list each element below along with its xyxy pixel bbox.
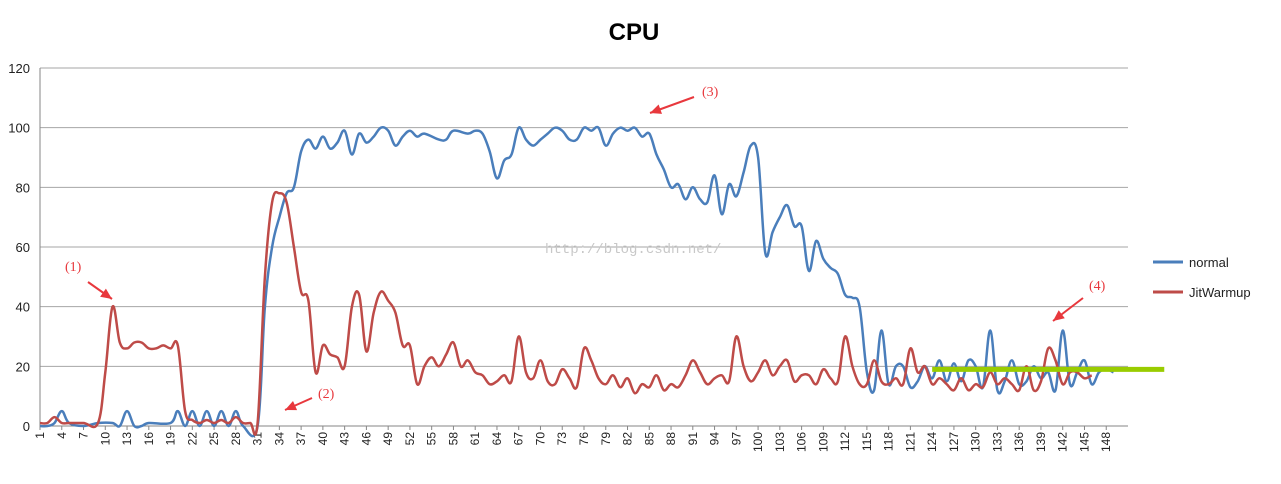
- x-tick-label: 49: [381, 432, 395, 446]
- legend-label-normal: normal: [1189, 255, 1229, 270]
- x-tick-label: 100: [751, 432, 765, 452]
- x-tick-label: 19: [164, 432, 178, 446]
- annotation-arrowhead: [100, 288, 112, 299]
- x-tick-label: 97: [729, 432, 743, 446]
- x-tick-label: 67: [512, 432, 526, 446]
- y-tick-label: 100: [8, 121, 30, 136]
- annotation-label: (1): [65, 260, 82, 275]
- series-line-jitwarmup: [39, 190, 1093, 436]
- x-tick-label: 22: [185, 432, 199, 446]
- x-tick-label: 124: [925, 432, 939, 452]
- x-tick-label: 13: [120, 432, 134, 446]
- x-tick-label: 112: [838, 432, 852, 451]
- x-tick-label: 43: [338, 432, 352, 446]
- y-tick-label: 60: [16, 240, 30, 255]
- x-tick-label: 106: [795, 432, 809, 452]
- annotation-arrowhead: [1053, 310, 1065, 321]
- annotation-arrowhead: [285, 401, 298, 411]
- x-tick-label: 52: [403, 432, 417, 446]
- x-tick-label: 79: [599, 432, 613, 446]
- chart-title: CPU: [609, 19, 660, 46]
- x-tick-label: 37: [294, 432, 308, 446]
- x-tick-label: 127: [947, 432, 961, 452]
- x-tick-label: 133: [990, 432, 1004, 452]
- x-tick-label: 82: [621, 432, 635, 446]
- x-tick-label: 121: [903, 432, 917, 452]
- series-lines: [39, 125, 1115, 438]
- x-tick-label: 64: [490, 432, 504, 446]
- x-tick-label: 130: [969, 432, 983, 452]
- x-tick-label: 148: [1099, 432, 1113, 452]
- x-tick-label: 91: [686, 432, 700, 446]
- x-tick-label: 94: [708, 432, 722, 446]
- x-tick-label: 28: [229, 432, 243, 446]
- x-tick-label: 55: [425, 432, 439, 446]
- x-tick-label: 85: [642, 432, 656, 446]
- x-tick-label: 142: [1056, 432, 1070, 452]
- x-tick-label: 46: [359, 432, 373, 446]
- series-line-normal: [39, 125, 1115, 438]
- x-tick-label: 4: [55, 432, 69, 439]
- x-tick-label: 16: [142, 432, 156, 446]
- x-tick-label: 58: [446, 432, 460, 446]
- annotation-label: (4): [1089, 279, 1106, 294]
- x-tick-label: 70: [533, 432, 547, 446]
- x-tick-label: 31: [251, 432, 265, 446]
- y-tick-label: 120: [8, 61, 30, 76]
- x-tick-label: 34: [272, 432, 286, 446]
- x-tick-label: 73: [555, 432, 569, 446]
- legend-label-jitwarmup: JitWarmup: [1189, 285, 1251, 300]
- x-tick-label: 88: [664, 432, 678, 446]
- annotations: (1) (2) (3) (4): [65, 85, 1106, 411]
- x-tick-label: 1: [33, 432, 47, 439]
- x-tick-label: 103: [773, 432, 787, 452]
- legend: normal JitWarmup: [1153, 255, 1251, 300]
- x-tick-label: 76: [577, 432, 591, 446]
- y-tick-label: 80: [16, 180, 30, 195]
- annotation-label: (2): [318, 387, 335, 402]
- x-tick-label: 118: [882, 432, 896, 451]
- annotation-label: (3): [702, 85, 719, 100]
- y-tick-label: 40: [16, 300, 30, 315]
- watermark-text: http://blog.csdn.net/: [545, 242, 721, 258]
- annotation-arrowhead: [650, 104, 662, 114]
- axes: 0 20 40 60 80 100 120 1 4 7 10 13 16 19 22 25 28 31 34 37 40…: [8, 61, 1113, 452]
- y-tick-label: 0: [23, 419, 30, 434]
- x-tick-label: 10: [98, 432, 112, 446]
- x-tick-label: 139: [1034, 432, 1048, 452]
- x-tick-label: 7: [77, 432, 91, 439]
- x-tick-label: 40: [316, 432, 330, 446]
- x-tick-label: 136: [1012, 432, 1026, 452]
- x-tick-label: 109: [816, 432, 830, 452]
- x-tick-label: 145: [1077, 432, 1091, 452]
- x-tick-label: 61: [468, 432, 482, 446]
- x-tick-label: 25: [207, 432, 221, 446]
- x-tick-label: 115: [860, 432, 874, 451]
- y-tick-label: 20: [16, 359, 30, 374]
